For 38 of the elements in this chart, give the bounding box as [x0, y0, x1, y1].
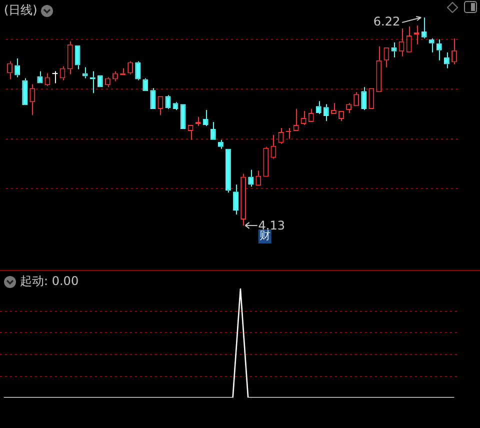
candlestick: [202, 110, 208, 126]
candlestick: [142, 78, 148, 92]
candlestick: [316, 100, 322, 115]
candlestick: [150, 88, 156, 110]
candlestick: [233, 184, 238, 216]
candlestick: [286, 127, 292, 140]
candlestick: [7, 60, 12, 80]
candlestick: [270, 134, 276, 160]
candlestick: [444, 52, 450, 69]
annotation: 6.22: [373, 14, 400, 29]
candlestick: [240, 173, 246, 226]
candlestick: [82, 66, 88, 79]
candlestick: [414, 24, 420, 45]
candlestick: [218, 139, 224, 150]
candlestick: [361, 86, 367, 111]
candlestick: [22, 78, 28, 106]
candlestick: [195, 116, 201, 126]
candlestick: [428, 38, 434, 53]
candlestick: [452, 38, 457, 65]
candlestick: [52, 70, 58, 84]
candlestick: [74, 45, 80, 70]
candlestick: [376, 46, 382, 92]
candlestick: [436, 38, 442, 61]
candlestick: [256, 170, 262, 186]
candlestick: [421, 17, 427, 39]
candlestick: [384, 47, 390, 68]
candlestick: [354, 92, 360, 106]
chart-title: 起动: 0.00: [20, 273, 79, 290]
candlestick: [226, 148, 231, 194]
candlestick: [30, 84, 36, 116]
candlestick: [14, 58, 20, 78]
chart-title: (日线): [4, 2, 38, 19]
candlestick: [37, 70, 43, 84]
candlestick: [158, 96, 164, 116]
candlestick: [263, 146, 269, 177]
candlestick: [135, 60, 141, 81]
candlestick: [210, 121, 216, 140]
candlestick: [128, 60, 134, 75]
